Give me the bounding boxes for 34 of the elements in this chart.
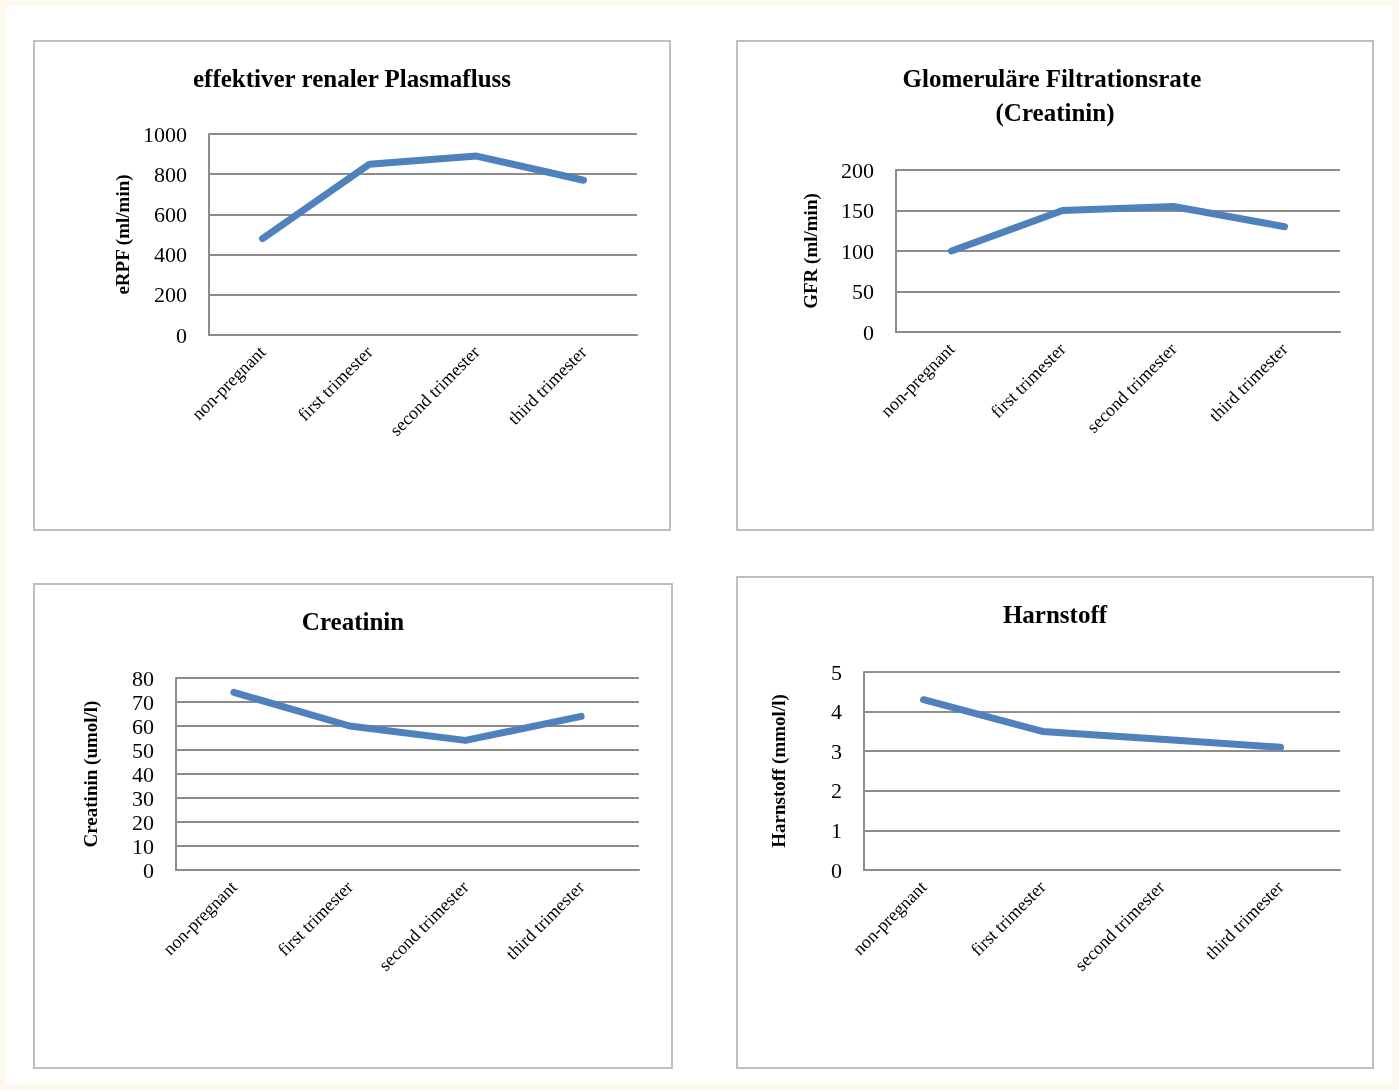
- y-tick-label: 50: [132, 737, 154, 763]
- y-tick-label: 80: [132, 665, 154, 691]
- y-tick-label: 60: [132, 713, 154, 739]
- chart-title: Creatinin: [301, 607, 405, 635]
- y-tick-label: 800: [154, 161, 187, 187]
- y-tick-label: 1000: [143, 121, 187, 147]
- y-tick-label: 4: [831, 699, 842, 725]
- y-tick-label: 150: [841, 198, 874, 223]
- chart-title: Harnstoff: [1002, 600, 1108, 628]
- y-tick-label: 200: [841, 157, 874, 183]
- y-tick-label: 20: [132, 809, 154, 835]
- y-tick-label: 0: [863, 319, 874, 345]
- y-tick-label: 10: [132, 833, 154, 859]
- y-tick-label: 5: [831, 659, 842, 685]
- y-axis-title: GFR (ml/min): [800, 193, 822, 309]
- y-tick-label: 3: [831, 738, 842, 764]
- y-axis-title: eRPF (ml/min): [112, 174, 135, 295]
- y-tick-label: 400: [154, 242, 187, 268]
- y-tick-label: 600: [154, 201, 187, 227]
- y-tick-label: 2: [831, 778, 842, 804]
- y-tick-label: 30: [132, 785, 154, 811]
- y-axis-title: Harnstoff (mmol/l): [768, 694, 790, 848]
- y-tick-label: 100: [841, 238, 874, 264]
- y-tick-label: 0: [831, 857, 842, 883]
- chart-title: Glomeruläre Filtrationsrate (Creatinin): [902, 64, 1208, 127]
- y-tick-label: 1: [831, 817, 842, 843]
- y-tick-label: 0: [176, 322, 187, 348]
- chart-title: effektiver renaler Plasmafluss: [193, 64, 512, 92]
- y-tick-label: 70: [132, 689, 154, 715]
- y-tick-label: 40: [132, 761, 154, 787]
- y-tick-label: 200: [154, 282, 187, 308]
- y-tick-label: 50: [852, 279, 874, 304]
- y-axis-title: Creatinin (umol/l): [80, 700, 102, 848]
- y-tick-label: 0: [143, 857, 154, 883]
